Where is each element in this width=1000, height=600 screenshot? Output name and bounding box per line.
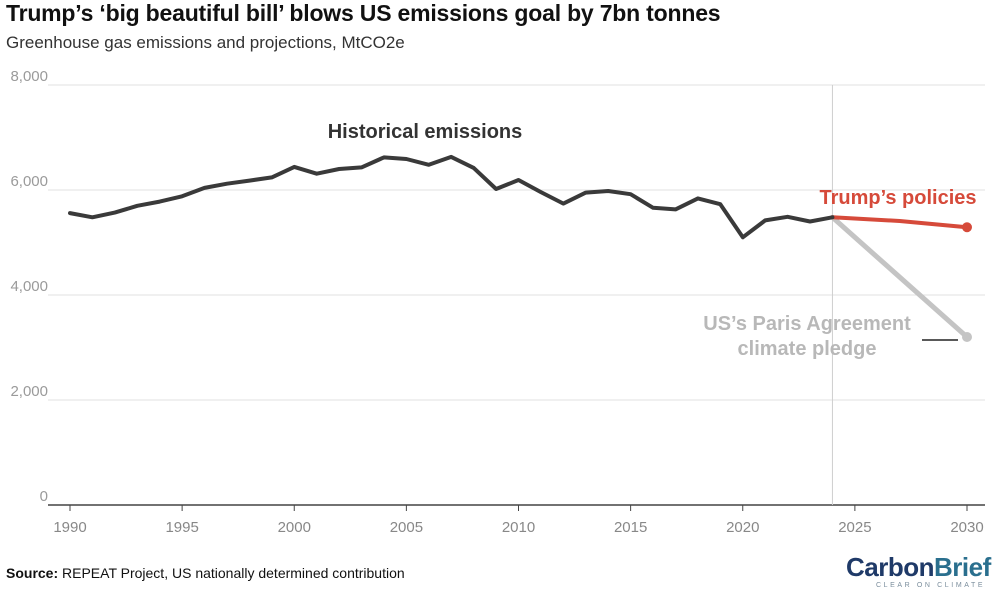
chart-subtitle: Greenhouse gas emissions and projections… [6,33,405,52]
x-tick-label: 2005 [390,519,423,536]
label-paris-pledge-line2: climate pledge [738,338,877,360]
y-tick-label: 0 [40,488,48,505]
label-paris-pledge-line1: US’s Paris Agreement [703,313,911,335]
logo-tagline: CLEAR ON CLIMATE [876,582,986,589]
x-tick-label: 2020 [726,519,759,536]
x-tick-label: 2015 [614,519,647,536]
carbon-brief-logo: CarbonBrief CLEAR ON CLIMATE [846,553,992,593]
logo-text-main: Carbon [846,552,935,582]
y-tick-label: 6,000 [10,173,48,190]
grid-lines [48,84,985,506]
logo-text-accent: Brief [934,552,991,582]
source-label: Source: [6,565,59,581]
series-lines [68,154,972,342]
y-tick-label: 2,000 [10,383,48,400]
series-paris-line [829,214,970,340]
y-axis-ticks: 0 2,000 4,000 6,000 8,000 [10,68,48,505]
x-tick-label: 2010 [502,519,535,536]
label-paris-pledge: US’s Paris Agreement climate pledge [703,313,911,360]
series-labels: Historical emissions Trump’s policies US’s… [328,121,977,360]
x-axis-ticks: 1990 1995 2000 2005 2010 2015 2020 2025 2030 [53,505,984,536]
x-tick-label: 2030 [950,519,983,536]
label-historical-emissions: Historical emissions [328,121,523,143]
x-tick-label: 2000 [278,519,311,536]
y-tick-label: 8,000 [10,68,48,85]
series-historical-line [68,154,835,240]
series-trump-line [830,215,969,230]
trump-endpoint-marker [962,222,972,233]
x-tick-label: 1995 [165,519,198,536]
source-text: REPEAT Project, US nationally determined… [62,565,405,581]
label-trumps-policies: Trump’s policies [819,187,976,209]
y-tick-label: 4,000 [10,278,48,295]
source-note: Source: REPEAT Project, US nationally de… [6,565,405,581]
x-tick-label: 1990 [53,519,86,536]
paris-endpoint-marker [962,332,972,342]
chart-title: Trump’s ‘big beautiful bill’ blows US em… [6,0,721,26]
x-tick-label: 2025 [838,519,871,536]
